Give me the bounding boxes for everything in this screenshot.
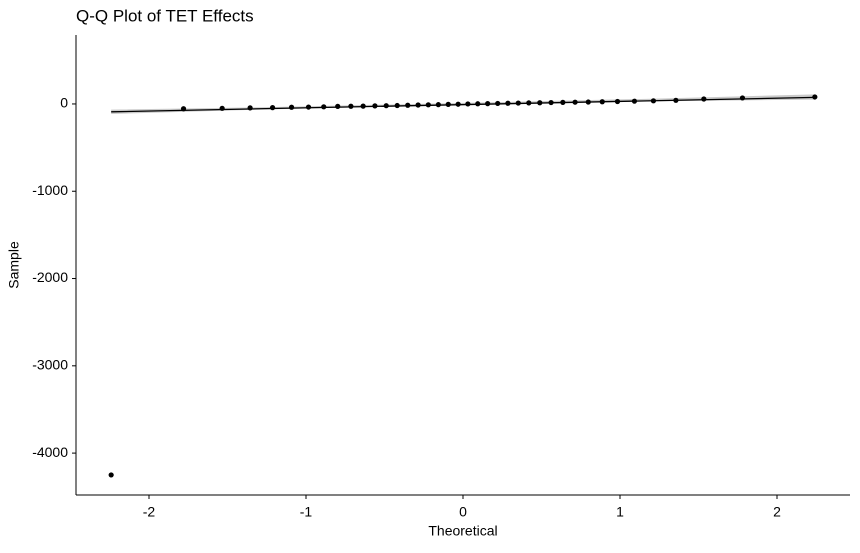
reference-line: [111, 96, 815, 113]
y-tick-label: 0: [60, 95, 68, 111]
point: [548, 99, 554, 106]
point: [321, 104, 327, 110]
chart-title: Q-Q Plot of TET Effects: [76, 6, 254, 25]
y-tick-label: -3000: [32, 357, 68, 373]
point: [305, 104, 312, 110]
point: [180, 106, 187, 112]
x-tick-label: -1: [300, 504, 313, 520]
point: [445, 101, 451, 107]
point: [812, 94, 818, 100]
point: [394, 102, 400, 109]
point: [485, 101, 491, 107]
point: [739, 95, 746, 101]
y-tick-label: -2000: [32, 269, 68, 285]
point: [415, 102, 421, 108]
point: [108, 472, 114, 478]
point: [383, 103, 389, 109]
point: [526, 100, 532, 106]
y-tick-label: -1000: [32, 182, 68, 198]
point: [288, 104, 295, 110]
point: [515, 100, 521, 106]
point: [701, 96, 707, 102]
point: [405, 102, 411, 108]
point: [475, 101, 481, 107]
x-tick-label: 0: [459, 504, 467, 520]
point: [435, 102, 441, 108]
point: [673, 97, 679, 103]
point: [631, 98, 638, 104]
point: [537, 100, 543, 106]
point: [269, 105, 276, 111]
point: [219, 105, 225, 111]
x-tick-label: 2: [773, 504, 781, 520]
point: [425, 102, 431, 108]
x-tick-label: -2: [143, 504, 156, 520]
y-axis-label: Sample: [6, 241, 22, 289]
point: [335, 103, 341, 110]
point: [599, 99, 605, 105]
point: [247, 105, 253, 111]
y-tick-label: -4000: [32, 444, 68, 460]
x-tick-label: 1: [616, 504, 624, 520]
point: [505, 100, 511, 106]
point: [455, 101, 461, 107]
point: [360, 103, 366, 109]
point: [495, 100, 501, 107]
point: [348, 103, 354, 109]
point: [614, 98, 621, 105]
point: [465, 101, 471, 107]
point: [372, 103, 378, 109]
point: [585, 99, 591, 105]
point: [572, 99, 578, 105]
x-axis-label: Theoretical: [428, 523, 497, 539]
point: [560, 99, 566, 105]
point: [650, 98, 657, 104]
